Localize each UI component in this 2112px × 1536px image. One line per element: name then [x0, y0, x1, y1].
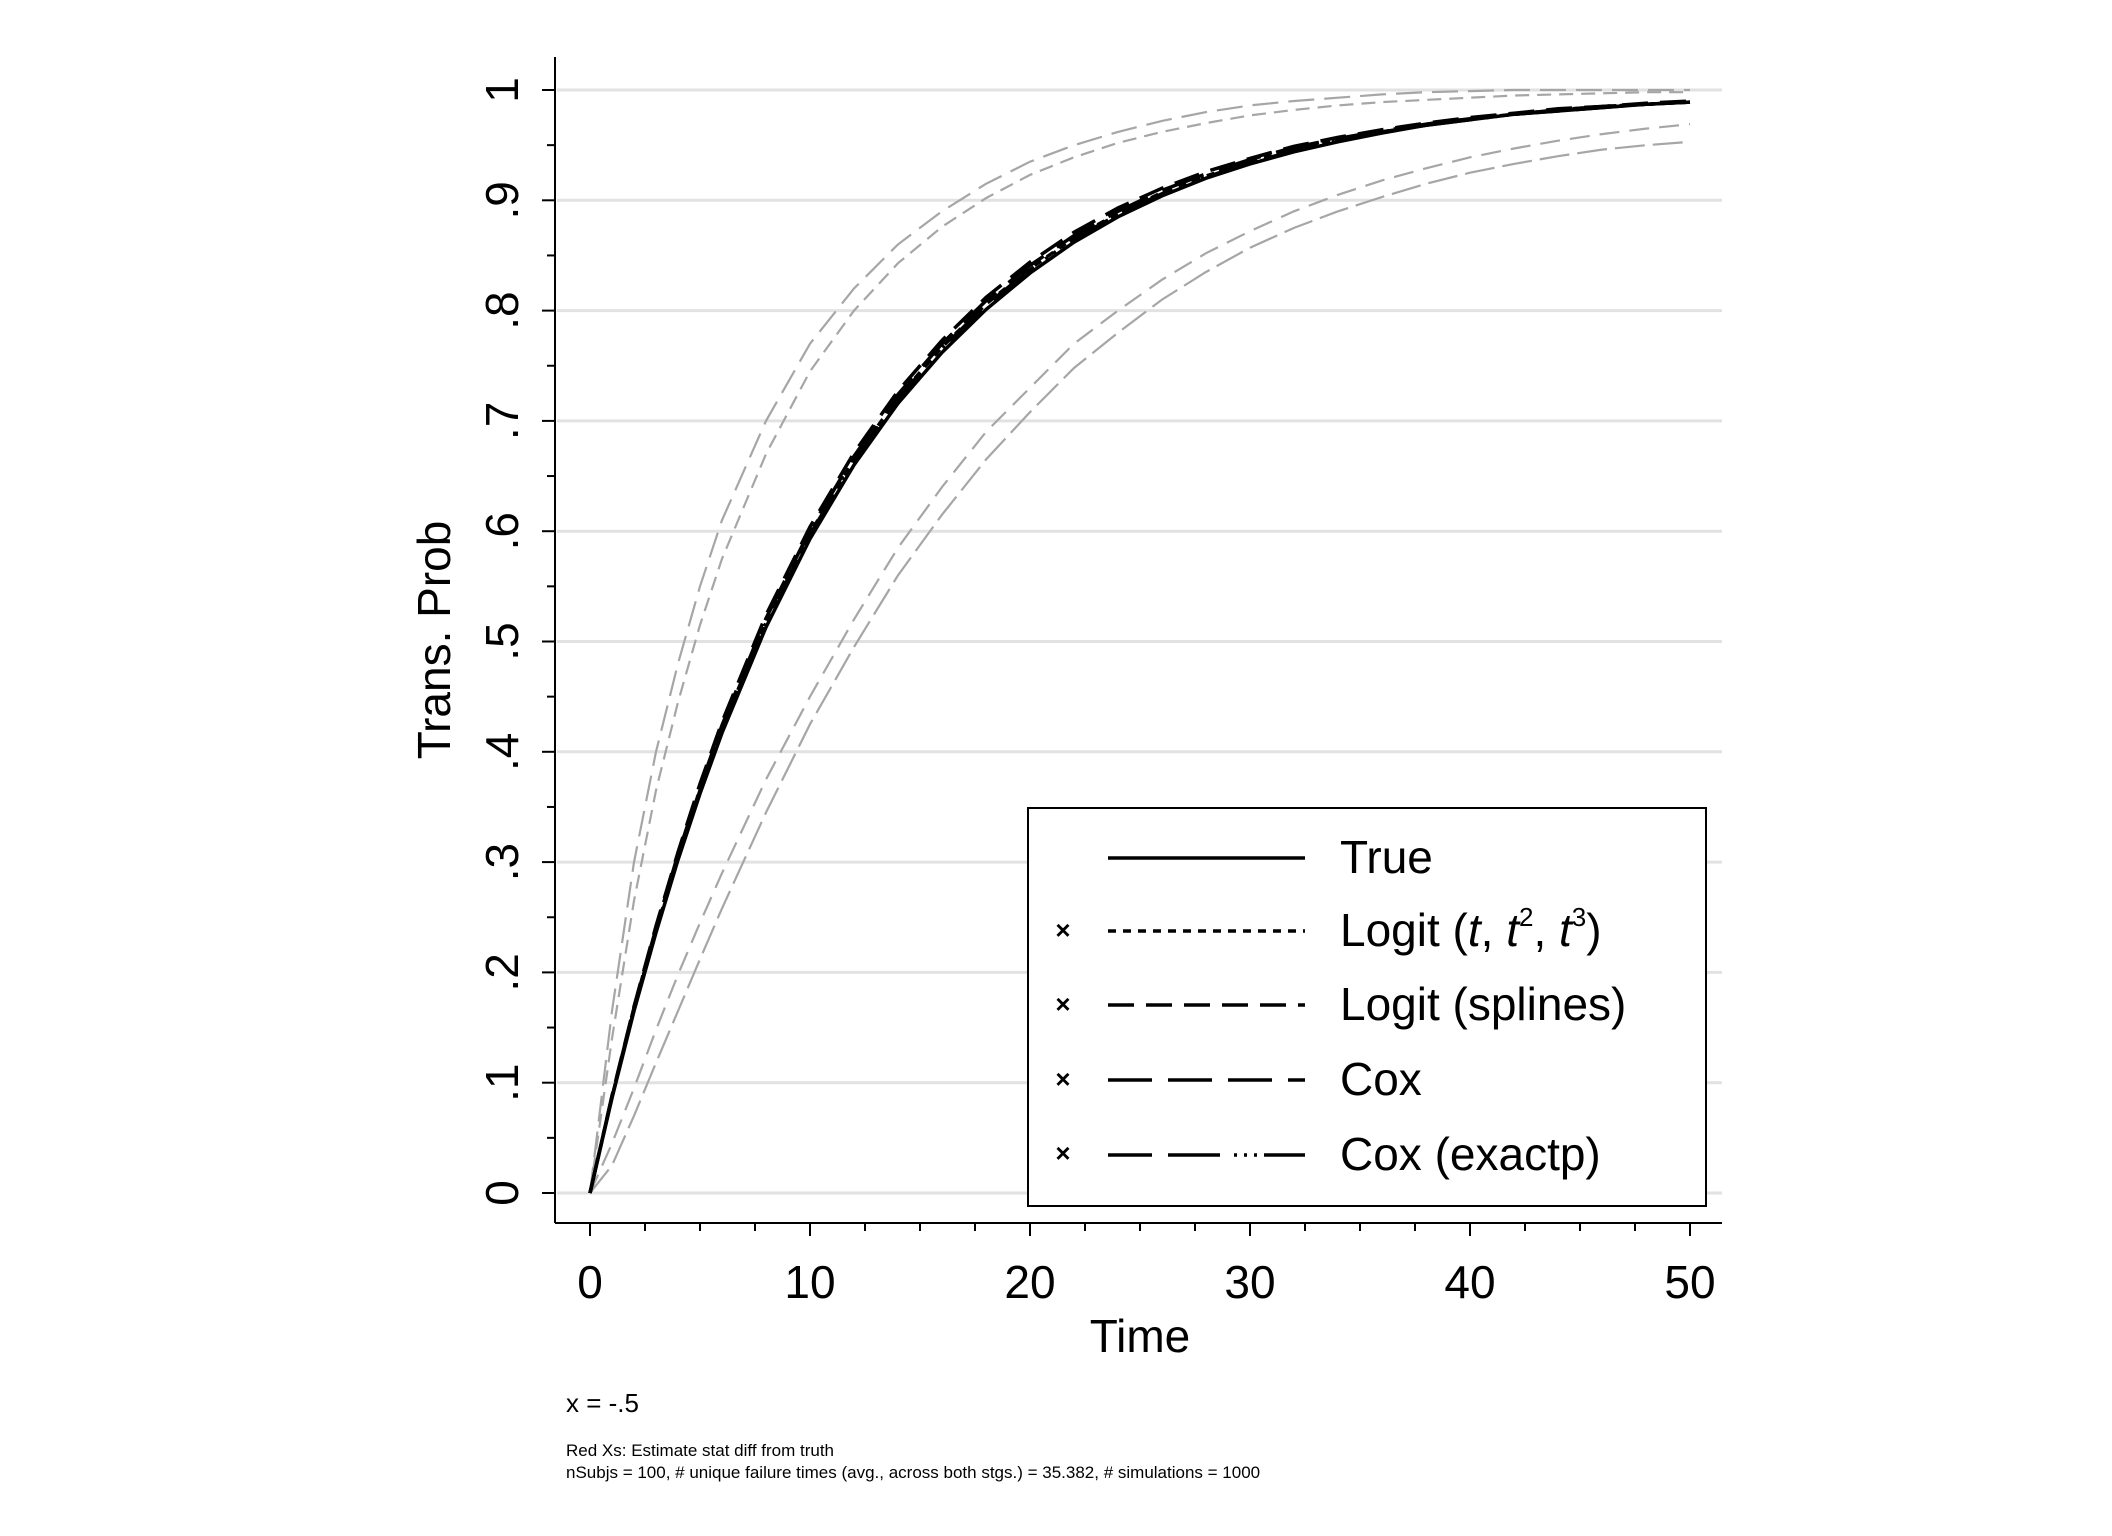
legend-label-logit-sup2: 2	[1519, 902, 1533, 932]
x-tick-label: 40	[1444, 1256, 1495, 1308]
ci-bands	[588, 88, 1691, 1194]
legend-marker-logit-splines: ×	[1055, 989, 1070, 1019]
x-tick-label: 0	[577, 1256, 603, 1308]
y-tick-label: .6	[476, 512, 528, 550]
legend-label-logit-suffix: )	[1586, 904, 1601, 956]
ci-band-line-0	[588, 88, 1690, 1194]
y-tick-label: 1	[476, 77, 528, 103]
legend-label-logit-poly: Logit (t, t2, t3)	[1340, 902, 1602, 956]
x-axis-ticks: 0 10 20 30 40 50	[577, 1223, 1716, 1308]
legend-label-true: True	[1340, 831, 1433, 883]
legend-label-logit-t3: t	[1559, 904, 1574, 956]
series-cox-exactp-line	[588, 100, 1691, 1194]
y-tick-label: 0	[476, 1180, 528, 1206]
x-tick-label: 30	[1224, 1256, 1275, 1308]
y-axis-ticks: 0 .1 .2 .3 .4 .5 .6 .7 .8 .9 1	[476, 77, 555, 1206]
legend-marker-logit-poly: ×	[1055, 915, 1070, 945]
footnote-line-1: Red Xs: Estimate stat diff from truth	[566, 1441, 834, 1460]
legend-label-logit-splines: Logit (splines)	[1340, 978, 1626, 1030]
legend: True × Logit (t, t2, t3) × Logit (spline…	[1027, 807, 1707, 1207]
note-text: x = -.5	[566, 1388, 639, 1418]
legend-marker-cox: ×	[1055, 1064, 1070, 1094]
y-axis-label: Trans. Prob	[408, 521, 460, 760]
legend-label-logit-sep2: ,	[1533, 904, 1559, 956]
gridlines	[557, 88, 1722, 1195]
x-axis-label: Time	[1090, 1310, 1191, 1362]
legend-label-logit-sup3: 3	[1572, 902, 1586, 932]
footnote-line-2: nSubjs = 100, # unique failure times (av…	[566, 1463, 1260, 1482]
ci-band-line-1	[588, 91, 1690, 1194]
series-lines	[588, 99, 1691, 1194]
ci-band-line-2	[588, 123, 1691, 1194]
y-tick-label: .7	[476, 402, 528, 440]
y-tick-label: .1	[476, 1064, 528, 1102]
y-tick-label: .2	[476, 953, 528, 991]
y-tick-label: .3	[476, 843, 528, 881]
legend-label-logit-t1: t	[1468, 904, 1483, 956]
legend-box	[1027, 807, 1707, 1207]
legend-label-logit-t2: t	[1506, 904, 1521, 956]
x-tick-label: 10	[784, 1256, 835, 1308]
legend-label-logit-sep1: ,	[1481, 904, 1507, 956]
y-tick-label: .5	[476, 622, 528, 660]
legend-label-cox-exactp: Cox (exactp)	[1340, 1128, 1601, 1180]
y-tick-label: .8	[476, 291, 528, 329]
legend-label-cox: Cox	[1340, 1053, 1422, 1105]
x-tick-label: 20	[1004, 1256, 1055, 1308]
ci-band-line-3	[589, 140, 1691, 1194]
y-tick-label: .4	[476, 733, 528, 771]
y-tick-label: .9	[476, 181, 528, 219]
x-tick-label: 50	[1664, 1256, 1715, 1308]
legend-marker-cox-exactp: ×	[1055, 1138, 1070, 1168]
legend-label-logit-prefix: Logit (	[1340, 904, 1469, 956]
